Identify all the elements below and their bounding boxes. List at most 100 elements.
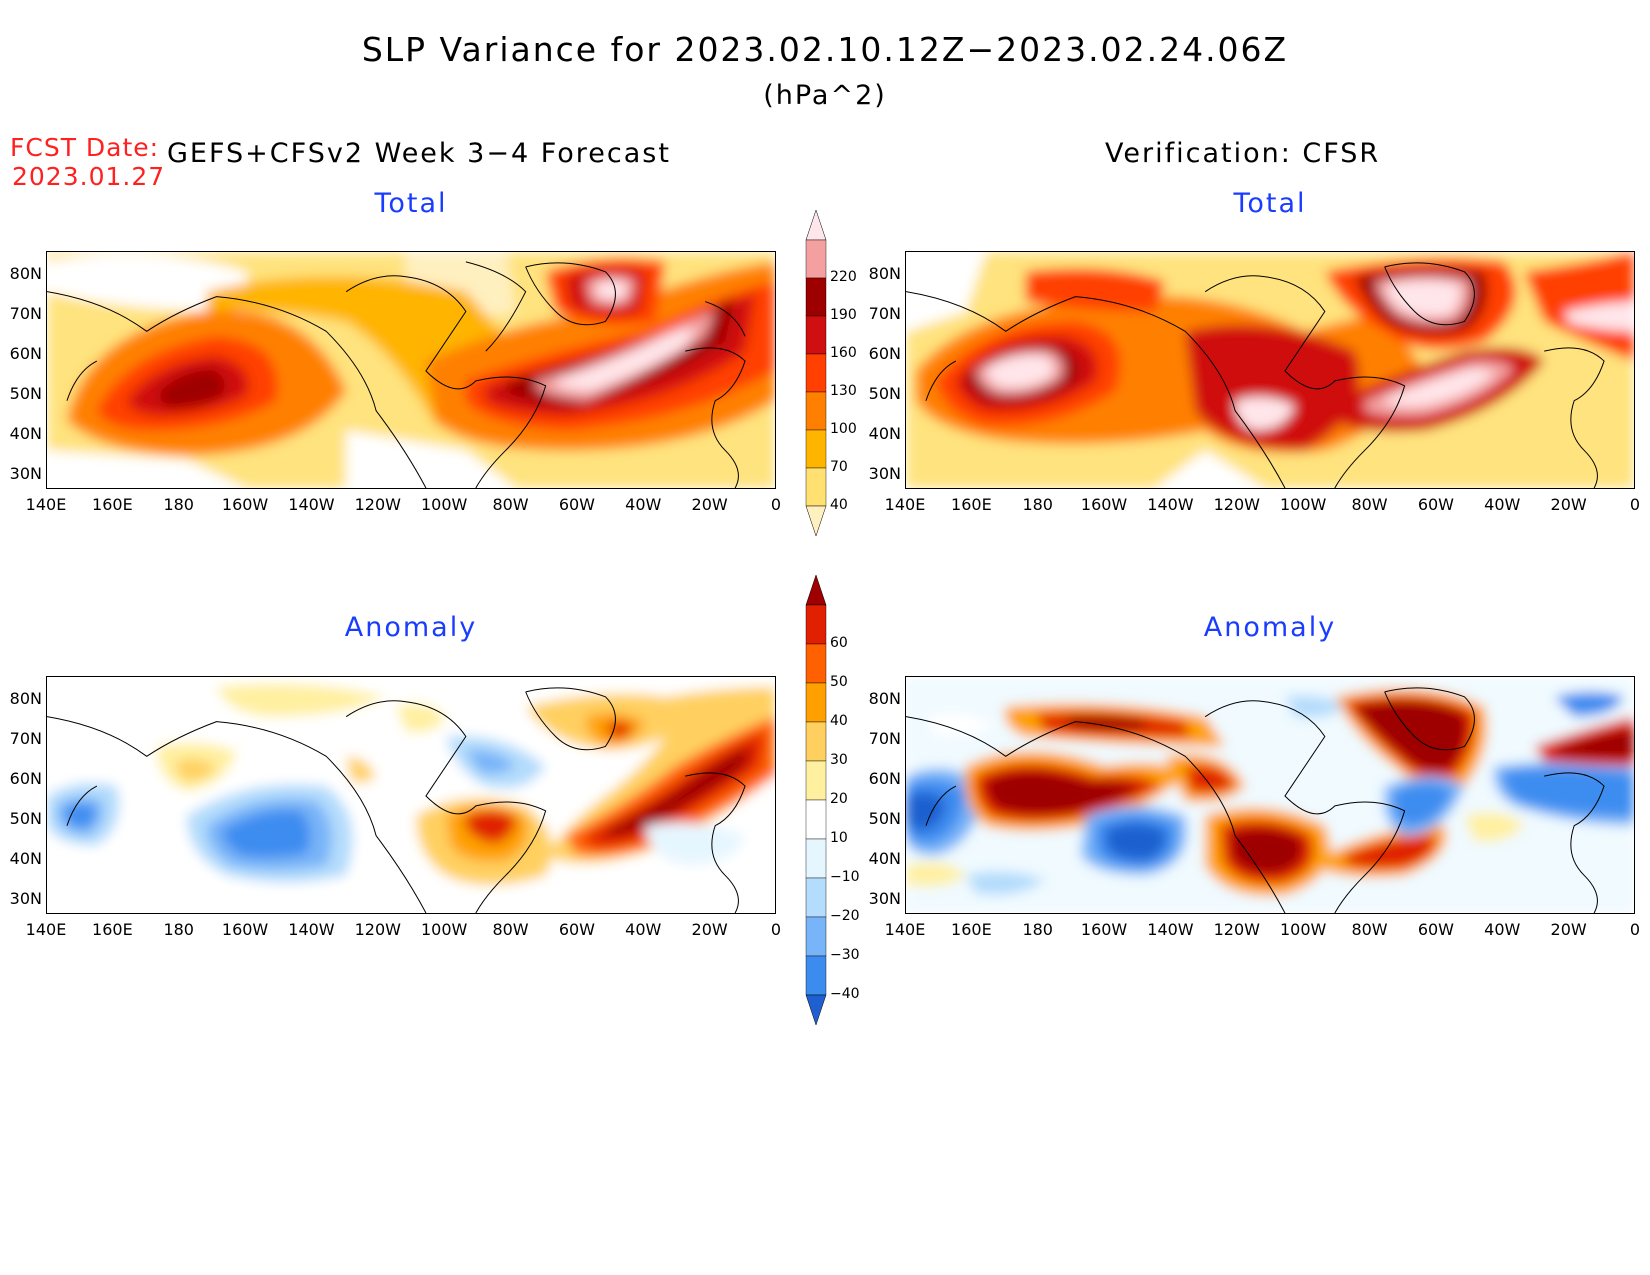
colorbar-segment [805,277,827,317]
lon-tick-label: 20W [1550,920,1587,939]
lat-tick-label: 80N [868,689,901,708]
panel-title-verification-anomaly: Anomaly [1203,612,1337,643]
map-verification-anomaly [905,676,1635,914]
colorbar-tick-label: −20 [830,908,860,924]
colorbar-segment [805,760,827,801]
colorbar-segment [805,721,827,762]
units-label: (hPa^2) [763,80,887,111]
lon-tick-label: 120W [1213,495,1260,514]
colorbar-segment [805,353,827,393]
colorbar-segment [805,604,827,645]
lat-tick-label: 50N [868,809,901,828]
lon-tick-label: 80W [1351,920,1388,939]
lat-tick-label: 30N [9,464,42,483]
map-verification-total [905,251,1635,489]
map-forecast-anomaly [46,676,776,914]
lat-tick-label: 30N [9,889,42,908]
forecast-total-field [47,252,775,488]
lon-tick-label: 140E [884,495,926,514]
main-title: SLP Variance for 2023.02.10.12Z−2023.02.… [361,30,1289,69]
colorbar-tick-label: −40 [830,986,860,1002]
lat-tick-label: 50N [9,384,42,403]
lon-tick-label: 160W [1080,495,1128,514]
lon-tick-label: 160W [221,495,269,514]
lon-tick-label: 140E [25,495,67,514]
colorbar-segment [805,955,827,996]
colorbar-top-arrow [805,210,827,241]
lat-tick-label: 50N [868,384,901,403]
lon-tick-label: 160E [92,495,133,514]
colorbar-segment [805,239,827,279]
colorbar-tick-label: 160 [830,345,857,361]
lon-tick-label: 80W [1351,495,1388,514]
lon-tick-label: 80W [492,495,529,514]
lon-tick-label: 140W [288,495,335,514]
lon-tick-label: 100W [1279,495,1327,514]
lon-tick-label: 100W [1279,920,1327,939]
panel-title-forecast-anomaly: Anomaly [344,612,478,643]
lon-tick-label: 120W [354,495,401,514]
colorbar-tick-label: 10 [830,830,848,846]
lon-tick-label: 180 [163,920,194,939]
lon-tick-label: 60W [558,920,595,939]
lon-tick-label: 140W [1147,920,1194,939]
lon-tick-label: 160E [92,920,133,939]
lon-tick-label: 160W [221,920,269,939]
colorbar-top-arrow [805,575,827,606]
lon-tick-label: 40W [625,920,662,939]
lat-tick-label: 80N [9,689,42,708]
lat-tick-label: 40N [868,424,901,443]
lon-tick-label: 140W [1147,495,1194,514]
colorbar-anomaly [805,575,827,1025]
colorbar-segment [805,429,827,469]
lon-tick-label: 140E [25,920,67,939]
colorbar-tick-label: 50 [830,674,848,690]
lon-tick-label: 120W [354,920,401,939]
lon-tick-label: 20W [691,920,728,939]
lat-tick-label: 60N [9,344,42,363]
lon-tick-label: 20W [691,495,728,514]
colorbar-segment [805,916,827,957]
colorbar-total [805,210,827,537]
colorbar-tick-label: 40 [830,713,848,729]
colorbar-segment [805,799,827,840]
lat-tick-label: 30N [868,889,901,908]
lon-tick-label: 180 [1022,920,1053,939]
colorbar-tick-label: 40 [830,497,848,513]
lon-tick-label: 60W [1417,495,1454,514]
lon-tick-label: 40W [1484,495,1521,514]
verification-anomaly-field [906,677,1634,913]
lat-tick-label: 40N [9,849,42,868]
lat-tick-label: 50N [9,809,42,828]
colorbar-bottom-arrow [805,994,827,1025]
colorbar-tick-label: 70 [830,459,848,475]
lon-tick-label: 100W [420,920,468,939]
lat-tick-label: 40N [868,849,901,868]
colorbar-bottom-arrow [805,505,827,537]
lat-tick-label: 80N [9,264,42,283]
lon-tick-label: 160W [1080,920,1128,939]
colorbar-segment [805,391,827,431]
colorbar-tick-label: 190 [830,307,857,323]
lon-tick-label: 140W [288,920,335,939]
lon-tick-label: 160E [951,920,992,939]
colorbar-tick-label: −10 [830,869,860,885]
lon-tick-label: 0 [770,495,782,514]
lon-tick-label: 0 [770,920,782,939]
lat-tick-label: 40N [9,424,42,443]
colorbar-tick-label: 220 [830,269,857,285]
lon-tick-label: 60W [558,495,595,514]
lon-tick-label: 20W [1550,495,1587,514]
lon-tick-label: 40W [1484,920,1521,939]
forecast-header: GEFS+CFSv2 Week 3−4 Forecast [167,138,671,169]
verification-total-field [906,252,1634,488]
lat-tick-label: 60N [868,769,901,788]
lat-tick-label: 80N [868,264,901,283]
colorbar-segment [805,682,827,723]
fcst-date-value: 2023.01.27 [12,162,166,191]
lon-tick-label: 140E [884,920,926,939]
lon-tick-label: 80W [492,920,529,939]
lat-tick-label: 70N [9,729,42,748]
lat-tick-label: 70N [868,304,901,323]
lat-tick-label: 70N [868,729,901,748]
